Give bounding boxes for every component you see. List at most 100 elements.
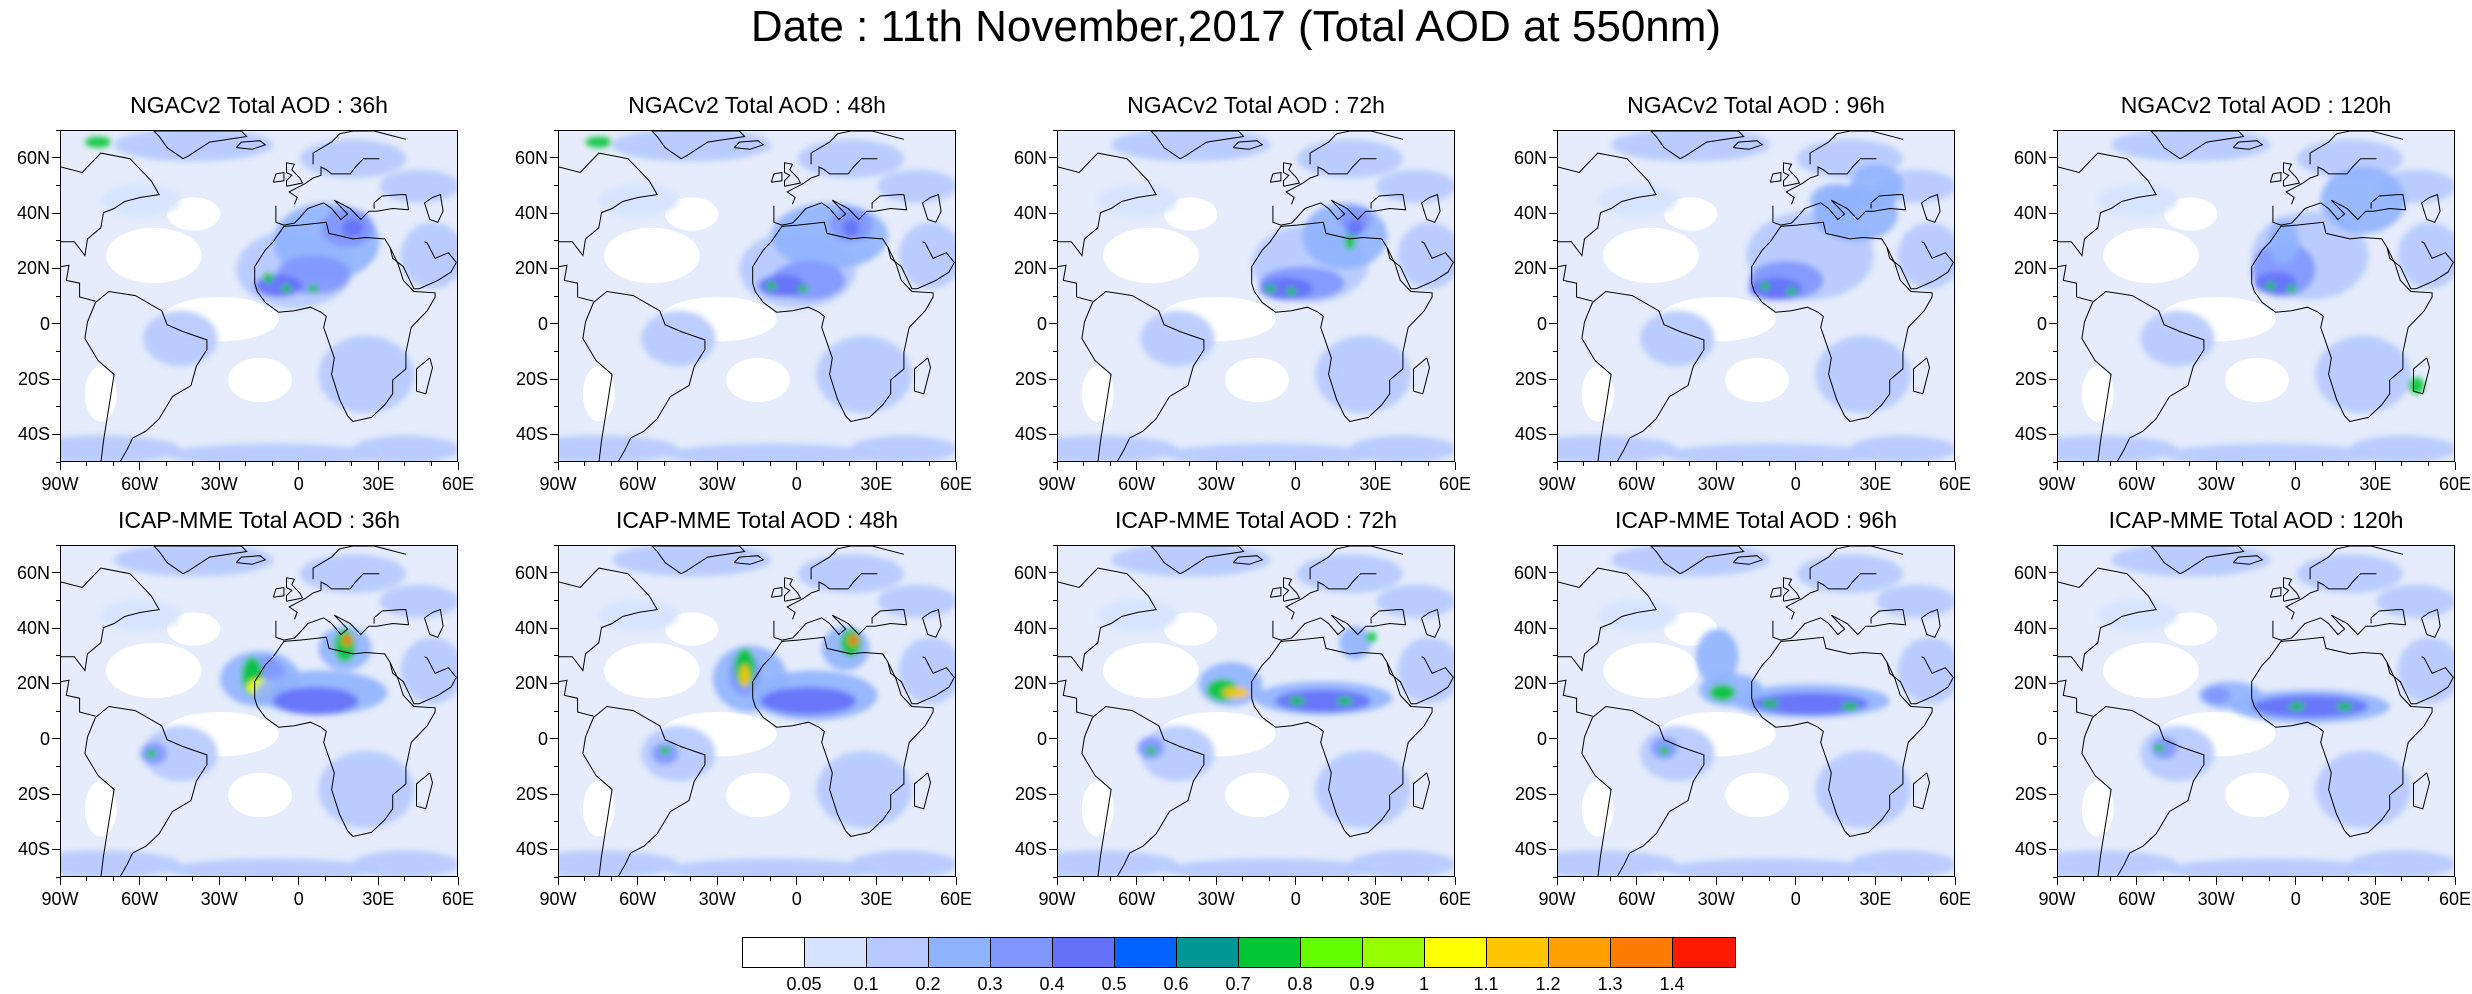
aod-plume xyxy=(2097,183,2178,217)
aod-plume xyxy=(2097,598,2178,632)
aod-plume xyxy=(598,598,679,632)
aod-plume xyxy=(334,629,356,663)
aod-plume xyxy=(816,335,912,414)
x-tick xyxy=(1821,877,1823,881)
longitude-label: 60E xyxy=(441,889,475,909)
aod-plume xyxy=(352,435,457,461)
aod-plume xyxy=(1849,164,1903,209)
x-tick xyxy=(1348,462,1350,466)
aod-plume xyxy=(1762,699,1779,708)
y-tick xyxy=(554,544,558,546)
aod-plume xyxy=(262,272,274,284)
aod-map-panel xyxy=(1057,545,1455,877)
x-tick xyxy=(59,877,61,885)
y-tick xyxy=(550,682,558,684)
x-tick xyxy=(663,462,665,466)
aod-plume xyxy=(1664,443,1877,461)
aod-plume xyxy=(1751,692,1869,715)
x-tick xyxy=(1662,462,1664,466)
clean-air-regions xyxy=(1581,197,1789,422)
y-tick xyxy=(52,572,60,574)
aod-plume xyxy=(2296,554,2403,594)
clean-air-regions xyxy=(582,612,790,837)
y-tick xyxy=(1049,323,1057,325)
x-tick xyxy=(112,462,114,466)
y-tick xyxy=(1549,323,1557,325)
x-tick xyxy=(1874,462,1876,470)
y-tick xyxy=(1553,240,1557,242)
aod-plume xyxy=(1397,222,1454,289)
y-tick xyxy=(56,710,60,712)
x-tick xyxy=(690,462,692,466)
colorbar-swatch xyxy=(1177,938,1239,967)
x-tick xyxy=(112,877,114,881)
x-tick xyxy=(1927,877,1929,881)
x-tick xyxy=(1609,462,1611,466)
longitude-label: 30E xyxy=(860,889,893,909)
y-tick xyxy=(56,406,60,408)
longitude-label: 0 xyxy=(1290,474,1301,494)
aod-map-panel xyxy=(1557,130,1955,462)
aod-map-panel xyxy=(1557,545,1955,877)
aod-plume xyxy=(2265,281,2276,291)
colorbar-tick-label: 0.4 xyxy=(1039,974,1065,994)
latitude-label: 0 xyxy=(39,728,50,749)
x-tick xyxy=(2189,462,2191,466)
longitude-label: 30W xyxy=(200,474,238,494)
aod-plume xyxy=(1097,183,1178,217)
latitude-label: 60N xyxy=(16,562,50,583)
y-tick xyxy=(1053,129,1057,131)
aod-plume xyxy=(2153,743,2165,753)
longitude-label: 30W xyxy=(1697,474,1735,494)
aod-plume xyxy=(1376,169,1454,203)
aod-plume xyxy=(1222,687,1250,699)
y-tick xyxy=(1553,406,1557,408)
x-tick xyxy=(298,462,300,470)
aod-plume xyxy=(1558,850,1678,876)
aod-plume xyxy=(1349,435,1454,461)
x-tick xyxy=(1189,877,1191,881)
x-tick xyxy=(457,462,459,470)
longitude-label: 90W xyxy=(1038,474,1076,494)
y-tick xyxy=(1553,295,1557,297)
y-tick xyxy=(550,793,558,795)
aod-plume xyxy=(143,310,218,367)
latitude-label: 60N xyxy=(2013,562,2047,583)
latitude-label: 0 xyxy=(537,728,548,749)
longitude-label: 30W xyxy=(1197,474,1235,494)
aod-plume xyxy=(352,850,457,876)
y-tick xyxy=(52,212,60,214)
x-tick xyxy=(2189,877,2191,881)
x-tick xyxy=(2427,462,2429,466)
aerosol-field xyxy=(61,546,457,876)
latitude-label: 60N xyxy=(1013,562,1047,583)
y-tick xyxy=(1549,627,1557,629)
x-tick xyxy=(584,877,586,881)
clean-air-regions xyxy=(84,612,292,837)
colorbar-swatch xyxy=(929,938,991,967)
y-tick xyxy=(1053,184,1057,186)
coastlines xyxy=(2058,131,2454,461)
y-tick xyxy=(554,765,558,767)
y-tick xyxy=(1553,350,1557,352)
y-tick xyxy=(1053,599,1057,601)
latitude-label: 20S xyxy=(1014,369,1047,389)
aod-plume xyxy=(379,169,457,203)
longitude-label: 60W xyxy=(1618,474,1656,494)
latitude-label: 20N xyxy=(16,673,50,694)
x-tick xyxy=(165,462,167,466)
clean-air-regions xyxy=(2081,197,2289,422)
colorbar-tick-label: 0.5 xyxy=(1101,974,1127,994)
y-tick xyxy=(554,406,558,408)
aod-plume xyxy=(273,687,359,715)
y-tick xyxy=(1549,433,1557,435)
aod-plume xyxy=(1336,696,1353,706)
longitude-label: 30W xyxy=(2197,474,2235,494)
aod-plume xyxy=(1849,850,1954,876)
latitude-label: 40N xyxy=(1013,618,1047,638)
x-tick xyxy=(1901,877,1903,881)
latitude-label: 20N xyxy=(2013,673,2047,694)
latitude-label: 60N xyxy=(514,147,548,168)
x-tick xyxy=(2109,877,2111,881)
x-tick xyxy=(2321,877,2323,881)
